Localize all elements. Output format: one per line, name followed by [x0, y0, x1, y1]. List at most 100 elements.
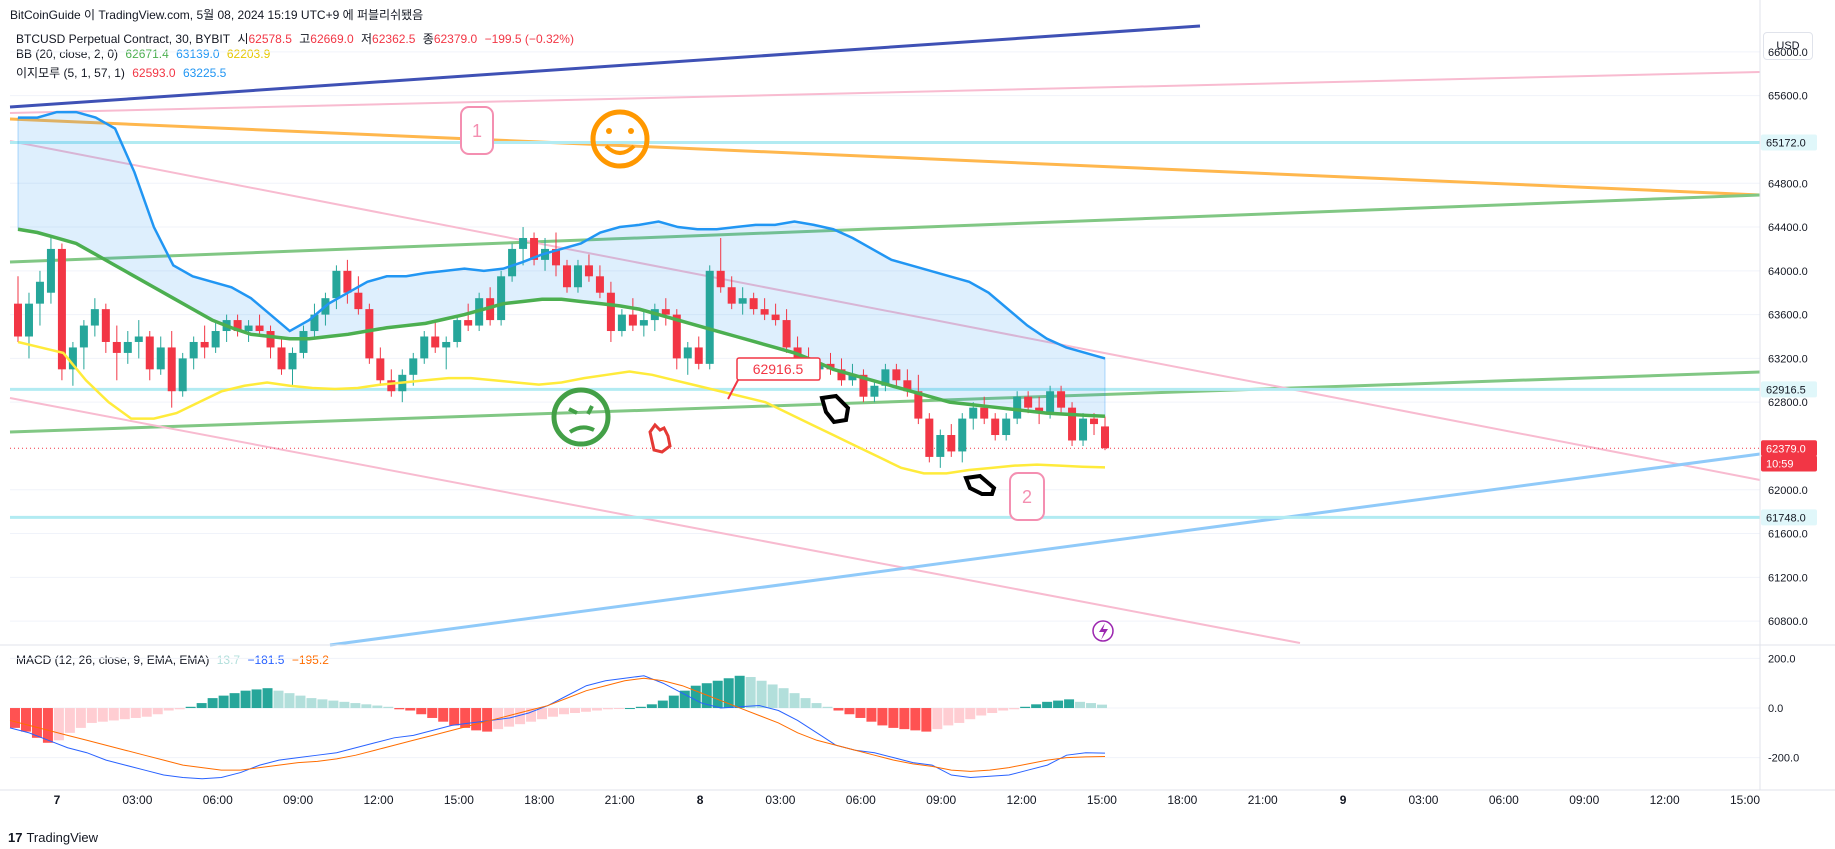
macd-label[interactable]: MACD (12, 26, close, 9, EMA, EMA) [16, 653, 210, 667]
ichimoku-label[interactable]: 이지모루 (5, 1, 57, 1) [16, 66, 125, 80]
candle-body [464, 320, 473, 326]
price-tick-label: 62800.0 [1768, 397, 1808, 409]
macd-bar [504, 708, 515, 727]
close-label: 종 [422, 32, 434, 46]
macd-bar [844, 708, 855, 715]
macd-bar [635, 706, 646, 709]
candle-body [431, 336, 440, 348]
macd-bar [350, 703, 361, 709]
candle-body [925, 418, 934, 457]
candle [343, 259, 352, 304]
macd-bar [86, 708, 97, 723]
candle [1013, 391, 1022, 425]
macd-bar [207, 698, 218, 709]
candle-body [35, 281, 44, 304]
time-tick-label: 09:00 [283, 793, 313, 807]
macd-bar [789, 693, 800, 709]
tv-logo-icon: 17 [8, 830, 23, 845]
tradingview-logo[interactable]: 17 TradingView [8, 830, 98, 845]
candle [771, 303, 780, 326]
candle [530, 232, 539, 266]
candle [683, 341, 692, 375]
candle [628, 298, 637, 332]
macd-bar [372, 705, 383, 709]
bb-label[interactable]: BB (20, close, 2, 0) [16, 47, 119, 61]
candle-body [508, 248, 517, 277]
symbol-legend: BTCUSD Perpetual Contract, 30, BYBIT 시62… [16, 30, 578, 47]
candle-body [255, 325, 264, 332]
candle-body [266, 331, 275, 348]
macd-bar [427, 708, 438, 718]
macd-bar [460, 708, 471, 728]
candle [606, 281, 615, 342]
bb-lower-value: 62203.9 [226, 47, 271, 61]
time-tick-label: 12:00 [364, 793, 394, 807]
candle [639, 309, 648, 337]
macd-bar [108, 708, 119, 721]
macd-bar [646, 704, 657, 709]
trendline-orange [9, 117, 1761, 197]
time-tick-label: 09:00 [1569, 793, 1599, 807]
candle-body [947, 435, 956, 452]
macd-legend: MACD (12, 26, close, 9, EMA, EMA) 13.7 −… [16, 653, 333, 667]
candle-body [332, 270, 341, 299]
time-tick-label: 03:00 [122, 793, 152, 807]
macd-bar [97, 708, 108, 722]
macd-bar [64, 708, 75, 733]
red-pointer-icon [648, 422, 672, 454]
time-tick-label: 06:00 [1489, 793, 1519, 807]
candle-body [881, 369, 890, 386]
macd-bar [130, 708, 141, 718]
price-label-text: 62379.0 [1766, 443, 1806, 455]
candle-body [661, 309, 670, 315]
candle-body [343, 270, 352, 293]
time-tick-label: 12:00 [1007, 793, 1037, 807]
bb-legend: BB (20, close, 2, 0) 62671.4 63139.0 622… [16, 47, 274, 61]
macd-bar [668, 695, 679, 709]
macd-bar [251, 689, 262, 709]
macd-signal-value: −195.2 [291, 653, 329, 667]
candle-body [870, 385, 879, 397]
svg-text:62916.5: 62916.5 [753, 361, 804, 377]
macd-bar [229, 693, 240, 709]
macd-bar [394, 708, 405, 710]
time-tick-label: 15:00 [1730, 793, 1760, 807]
candle [562, 259, 571, 293]
candle-body [727, 287, 736, 304]
candle [101, 303, 110, 353]
candle [167, 331, 176, 408]
macd-pane [0, 644, 1835, 780]
macd-tick-label: 200.0 [1768, 653, 1796, 665]
currency-button[interactable]: USD [1763, 32, 1813, 60]
candle-body [639, 320, 648, 326]
candle-body [365, 309, 374, 359]
macd-bar [383, 706, 394, 709]
macd-bar [295, 695, 306, 709]
candle [497, 270, 506, 326]
candle-body [24, 303, 33, 337]
note-2: 2 [1009, 472, 1045, 521]
price-label-bg [1761, 134, 1817, 151]
candle-body [178, 358, 187, 392]
candle-body [617, 314, 626, 332]
candle-body [189, 341, 198, 359]
macd-signal-line [9, 677, 1106, 772]
macd-bar [910, 708, 921, 731]
lightning-icon [1092, 620, 1114, 642]
macd-bar [690, 685, 701, 709]
candle [1079, 413, 1088, 446]
candle-body [68, 347, 77, 370]
macd-bar [339, 701, 350, 709]
price-label-bg [1761, 455, 1817, 472]
candle [178, 352, 187, 397]
candle-body [1002, 418, 1011, 436]
macd-bar [602, 708, 613, 710]
symbol-name[interactable]: BTCUSD Perpetual Contract, 30, BYBIT [16, 32, 231, 46]
candle-body [14, 303, 22, 337]
macd-bar [53, 708, 64, 741]
note-1: 1 [460, 106, 494, 155]
candle [354, 276, 363, 315]
candle-body [595, 276, 604, 293]
macd-bar [218, 695, 229, 709]
